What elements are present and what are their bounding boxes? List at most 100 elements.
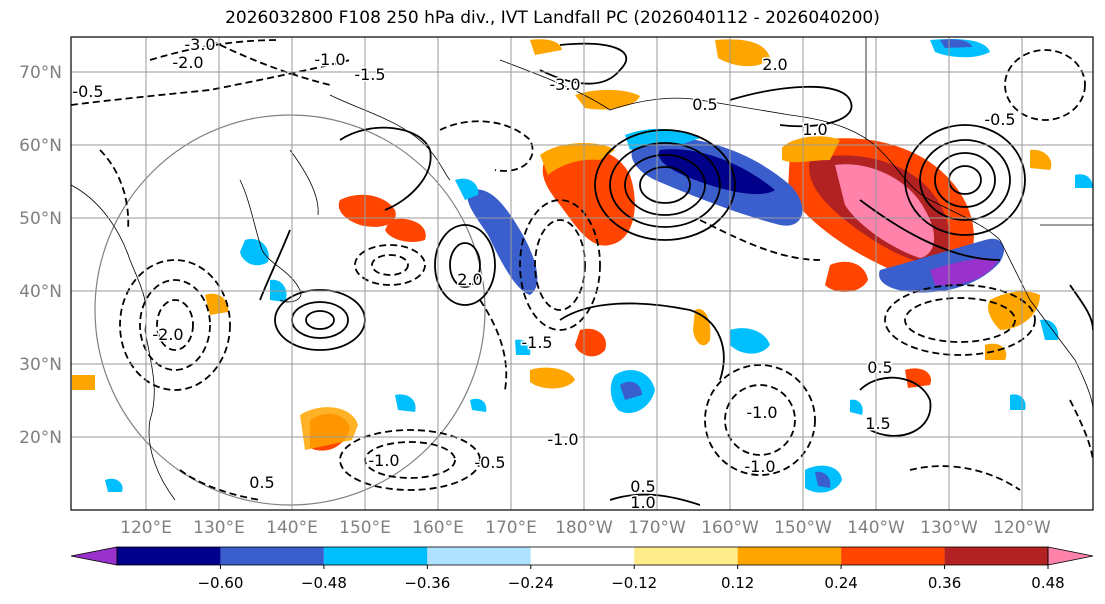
lon-label: 120°E — [120, 518, 172, 538]
lon-label: 170°E — [485, 518, 537, 538]
contour-label: -1.5 — [521, 333, 552, 352]
map-frame — [70, 36, 1094, 511]
negative-blob-hawaii-core — [620, 381, 642, 400]
lon-label: 150°W — [774, 518, 832, 538]
lat-label: 50°N — [19, 209, 62, 229]
negative-blob-w3 — [470, 398, 487, 412]
negative-blob-ca — [1040, 319, 1059, 340]
positive-blob-arctic — [715, 39, 770, 67]
contour-label: -1.5 — [354, 65, 385, 84]
negative-blob-tropics-s-core — [815, 471, 831, 488]
colorbar-extend-min — [70, 546, 118, 566]
lat-label: 60°N — [19, 136, 62, 156]
contour-label: -1.0 — [314, 50, 345, 69]
colorbar-segment — [841, 547, 945, 565]
contours-dashed — [71, 39, 1093, 501]
lon-label: 140°W — [847, 518, 905, 538]
negative-blob-mid — [730, 328, 770, 354]
colorbar-segment — [220, 547, 324, 565]
latitude-labels: 70°N 60°N 50°N 40°N 30°N 20°N — [19, 63, 62, 448]
colorbar-tick-label: 0.24 — [824, 574, 857, 592]
contour-label: -3.0 — [549, 75, 580, 94]
colorbar-tick-label: 0.12 — [721, 574, 754, 592]
colorbar-segment — [427, 547, 531, 565]
positive-blob-east — [825, 261, 868, 292]
positive-blob-tropics-e — [1030, 149, 1052, 170]
positive-blob-sub-2 — [530, 367, 575, 389]
positive-blob-subtropic — [575, 328, 606, 357]
lon-label: 160°E — [412, 518, 464, 538]
orange-rim-gulf — [782, 136, 840, 163]
lon-label: 120°W — [993, 518, 1051, 538]
colorbar-frame — [116, 546, 1049, 566]
lon-label: 170°W — [628, 518, 686, 538]
colorbar-segment — [944, 547, 1048, 565]
contour-label: 1.0 — [630, 493, 655, 512]
lon-label: 180°W — [555, 518, 613, 538]
colorbar-segment — [530, 547, 635, 565]
map-title: 2026032800 F108 250 hPa div., IVT Landfa… — [225, 8, 880, 28]
contour-label: 1.5 — [865, 414, 890, 433]
orange-rim-central — [540, 143, 615, 175]
contour-label: -2.0 — [172, 53, 203, 72]
colorbar-tick-label: 0.36 — [928, 574, 961, 592]
contour-label: -0.5 — [474, 453, 505, 472]
colorbar-segment — [117, 547, 221, 565]
negative-blob-w2 — [515, 339, 531, 355]
colorbar-tick-label: −0.12 — [611, 574, 657, 592]
contour-label: 1.0 — [802, 120, 827, 139]
colorbar-tick-label: 0.48 — [1031, 574, 1064, 592]
contour-labels: -3.0 -2.0 -1.5 -1.0 -0.5 -3.0 2.0 0.5 1.… — [71, 35, 1017, 512]
colorbar-tick-label: −0.36 — [404, 574, 450, 592]
contour-label: -1.0 — [746, 403, 777, 422]
positive-blob-west-edge — [72, 375, 95, 390]
contour-label: 0.5 — [249, 473, 274, 492]
lon-label: 130°W — [920, 518, 978, 538]
positive-blob-korea — [205, 293, 229, 315]
strong-positive-core — [835, 164, 935, 258]
negative-blob-ne — [1075, 174, 1093, 188]
negative-blob-arctic-core — [940, 39, 972, 48]
contour-label: -2.0 — [152, 325, 183, 344]
lon-label: 160°W — [701, 518, 759, 538]
colorbar-segment — [737, 547, 842, 565]
positive-blob-japan-east — [338, 194, 396, 227]
colorbar: −0.60 −0.48 −0.36 −0.24 −0.12 0.12 0.24 0.36 0.4… — [70, 546, 1094, 592]
map-plot-area: -3.0 -2.0 -1.5 -1.0 -0.5 -3.0 2.0 0.5 1.… — [71, 35, 1093, 512]
contour-label: -3.0 — [184, 35, 215, 54]
positive-blob-aleutian — [575, 89, 640, 110]
colorbar-segment — [323, 547, 428, 565]
colorbar-tick-label: −0.60 — [197, 574, 243, 592]
positive-blob-tropics-rim — [300, 407, 358, 450]
lon-label: 150°E — [339, 518, 391, 538]
longitude-labels: 120°E 130°E 140°E 150°E 160°E 170°E 180°… — [120, 518, 1051, 538]
lat-label: 30°N — [19, 355, 62, 375]
negative-blob-tropic-w — [105, 478, 123, 492]
colorbar-tick-label: −0.24 — [508, 574, 554, 592]
lon-label: 130°E — [193, 518, 245, 538]
negative-blob-hawaii-e — [850, 399, 863, 415]
contour-label: -1.0 — [547, 430, 578, 449]
contour-label: 0.5 — [630, 477, 655, 496]
positive-blob-kuril — [385, 218, 426, 242]
negative-blob-west-aleut — [395, 394, 416, 412]
lon-label: 140°E — [266, 518, 318, 538]
lat-label: 70°N — [19, 63, 62, 83]
contour-label: 2.0 — [457, 270, 482, 289]
contour-label: -1.0 — [368, 451, 399, 470]
positive-blob-california — [988, 291, 1040, 330]
negative-core-bc-coast — [930, 258, 998, 286]
colorbar-segment — [634, 547, 738, 565]
positive-blob-baja — [905, 368, 931, 388]
positive-blob-north — [530, 39, 562, 55]
contour-label: 2.0 — [762, 55, 787, 74]
coastlines — [71, 37, 1093, 501]
contour-label: -0.5 — [984, 110, 1015, 129]
contour-label: -0.5 — [72, 82, 103, 101]
negative-light-west-pacific — [455, 178, 479, 200]
positive-blob-pac-east — [985, 343, 1007, 360]
contour-label: -1.0 — [744, 457, 775, 476]
lat-label: 40°N — [19, 282, 62, 302]
negative-blob-japan — [240, 238, 269, 266]
